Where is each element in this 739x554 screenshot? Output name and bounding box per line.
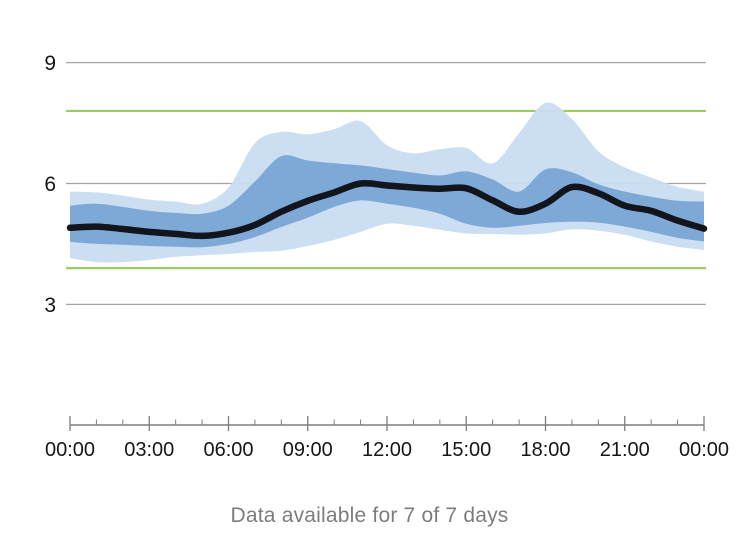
y-tick-label: 9 — [44, 52, 56, 75]
glucose-profile-chart: 00:00 03:00 06:00 09:00 12:00 15:00 18:00 21:00… — [44, 52, 729, 461]
x-tick-label: 12:00 — [362, 439, 412, 461]
median-line — [66, 179, 708, 240]
data-availability-note: Data available for 7 of 7 days — [230, 504, 509, 527]
x-tick-label: 03:00 — [124, 439, 174, 461]
x-tick-label: 00:00 — [45, 439, 95, 461]
y-tick-label: 3 — [44, 294, 56, 317]
x-tick-label: 00:00 — [679, 439, 729, 461]
x-tick-label: 21:00 — [600, 439, 650, 461]
x-tick-label: 18:00 — [520, 439, 570, 461]
x-tick-label: 15:00 — [441, 439, 491, 461]
x-tick-label: 09:00 — [283, 439, 333, 461]
y-tick-label: 6 — [44, 173, 56, 196]
band-25-75 — [70, 155, 704, 248]
x-tick-label: 06:00 — [203, 439, 253, 461]
